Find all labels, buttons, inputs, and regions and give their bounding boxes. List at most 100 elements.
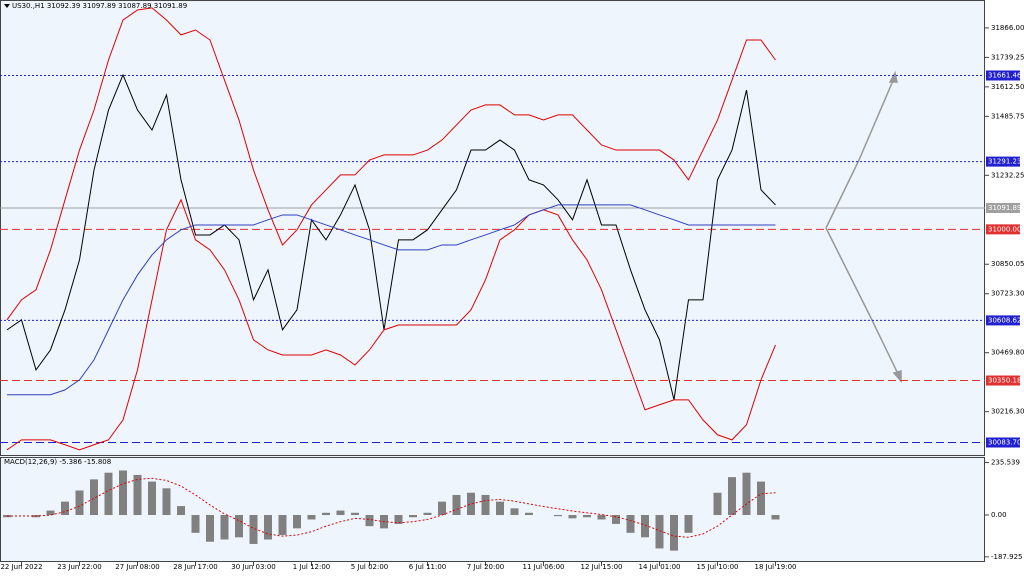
x-tick-label: 11 Jul 06:00	[523, 563, 565, 571]
macd-bar	[467, 492, 475, 516]
menu-triangle	[4, 4, 10, 8]
macd-bar	[597, 515, 606, 520]
x-tick-label: 18 Jul 19:00	[755, 563, 797, 571]
macd-bar	[394, 515, 403, 524]
y-tick-label: 31232.25	[991, 171, 1024, 179]
forecast-arrows	[825, 70, 902, 383]
macd-bar	[612, 515, 620, 524]
y-tick-label: 0.00	[991, 511, 1007, 519]
level-box	[986, 202, 1020, 213]
macd-title: MACD(12,26,9) -5.386 -15.808	[4, 458, 111, 466]
x-tick-label: 23 Jun 22:00	[57, 563, 101, 571]
macd-bar	[670, 515, 678, 551]
level-box	[986, 224, 1020, 235]
macd-bar	[351, 512, 359, 516]
macd-bar	[728, 477, 736, 516]
y-tick-label: 235.539	[991, 459, 1020, 467]
macd-bar	[264, 515, 272, 540]
macd-bar	[684, 515, 693, 533]
macd-bar	[583, 515, 591, 518]
macd-bar	[496, 501, 504, 516]
macd-bar	[206, 515, 214, 542]
level-label: 30608.62	[988, 316, 1021, 324]
indicator-line	[6, 198, 776, 451]
macd-bar	[554, 515, 562, 517]
plot-bg	[0, 0, 985, 562]
macd-bar	[713, 492, 722, 516]
y-tick-label: 31612.50	[991, 83, 1024, 91]
macd-bar	[510, 508, 519, 516]
level-box	[986, 375, 1020, 386]
macd-bar	[481, 494, 490, 516]
main-pane-border	[0, 0, 985, 456]
y-tick-label: 31739.25	[991, 53, 1024, 61]
macd-bar	[322, 512, 330, 516]
macd-bar	[119, 470, 127, 516]
y-tick-label: 30723.30	[991, 290, 1024, 298]
macd-bar	[771, 515, 780, 520]
macd-bar	[104, 472, 113, 516]
macd-bar	[438, 501, 446, 516]
x-tick-label: 14 Jul 01:00	[639, 563, 681, 571]
level-label: 31091.89	[988, 204, 1021, 212]
macd-bar	[162, 488, 171, 516]
macd-bar	[75, 490, 84, 516]
signal-line	[6, 477, 776, 538]
y-tick-label: 30469.80	[991, 349, 1024, 357]
level-box	[986, 437, 1020, 448]
macd-bar	[336, 510, 345, 516]
level-label: 31000.00	[988, 225, 1021, 233]
macd-bar	[641, 515, 649, 538]
x-tick-label: 1 Jul 12:00	[293, 563, 331, 571]
level-label: 30083.70	[988, 439, 1021, 447]
macd-bar	[278, 515, 287, 536]
x-tick-label: 27 Jun 08:00	[115, 563, 159, 571]
macd-bar	[409, 515, 417, 518]
chart-title: US30.,H1 31092.39 31097.89 31087.89 3109…	[12, 2, 187, 10]
x-tick-label: 28 Jun 17:00	[173, 563, 217, 571]
macd-bar	[293, 515, 301, 529]
y-tick-label: 30216.30	[991, 408, 1024, 416]
macd-bar	[742, 472, 751, 516]
indicator-line	[6, 7, 776, 321]
macd-bar	[46, 510, 55, 516]
indicator-line	[7, 204, 776, 396]
macd-bar	[90, 479, 98, 516]
macd-bar	[626, 515, 635, 533]
y-tick-label: 30850.05	[991, 260, 1024, 268]
macd-bar	[133, 474, 142, 516]
macd-bar	[249, 515, 258, 544]
macd-bar	[191, 515, 200, 533]
level-box	[986, 70, 1020, 81]
macd-bar	[220, 515, 229, 540]
macd-bar	[525, 512, 533, 516]
x-tick-label: 15 Jul 10:00	[697, 563, 739, 571]
y-tick-label: 31485.75	[991, 112, 1024, 120]
y-tick-label: -187.925	[991, 553, 1022, 561]
x-tick-label: 5 Jul 02:00	[351, 563, 389, 571]
macd-bar	[61, 501, 69, 516]
macd-bar	[655, 515, 664, 549]
x-tick-label: 6 Jul 11:00	[409, 563, 447, 571]
macd-bar	[452, 494, 461, 516]
level-label: 30350.18	[988, 377, 1021, 385]
macd-pane-border	[0, 457, 985, 562]
macd-bar	[148, 481, 156, 516]
level-box	[986, 156, 1020, 167]
x-tick-label: 22 Jun 2022	[0, 563, 42, 571]
level-box	[986, 315, 1020, 326]
macd-bar	[423, 512, 432, 516]
macd-bar	[568, 515, 577, 519]
x-tick-label: 30 Jun 03:00	[231, 563, 275, 571]
macd-bar	[757, 481, 765, 516]
macd-bar	[177, 506, 185, 516]
price-line	[6, 73, 776, 400]
macd-bar	[365, 515, 374, 527]
y-tick-label: 31866.00	[991, 24, 1024, 32]
macd-bar	[235, 515, 243, 538]
macd-bar	[307, 515, 316, 520]
level-label: 31291.23	[988, 158, 1021, 166]
x-tick-label: 7 Jul 20:00	[467, 563, 505, 571]
level-label: 31661.46	[988, 71, 1022, 79]
